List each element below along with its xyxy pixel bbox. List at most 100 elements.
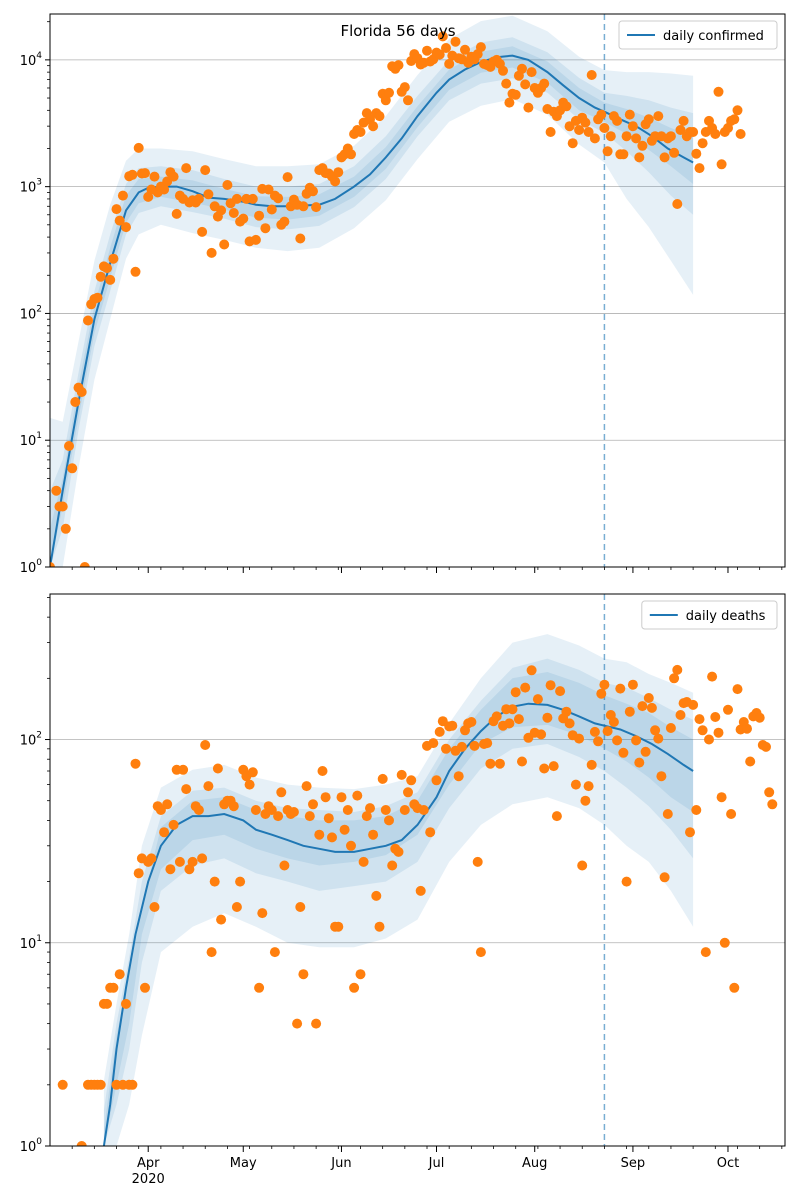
confirmed-observed-point: [238, 213, 249, 224]
confirmed-observed-point: [688, 127, 699, 137]
confirmed-observed-point: [346, 149, 356, 160]
deaths-y-tick-label: 102: [20, 731, 42, 749]
confirmed-panel: 100 101 102 103 104 daily confirmed: [20, 13, 786, 576]
deaths-observed-point: [358, 856, 369, 867]
deaths-observed-point: [536, 729, 547, 740]
deaths-observed-point: [742, 723, 752, 734]
deaths-observed-point: [311, 1018, 322, 1029]
confirmed-observed-point: [561, 101, 572, 112]
deaths-observed-point: [659, 872, 670, 883]
deaths-observed-point: [162, 799, 173, 810]
confirmed-legend-label: daily confirmed: [663, 29, 764, 44]
confirmed-observed-point: [219, 239, 230, 250]
deaths-observed-point: [403, 787, 413, 798]
confirmed-observed-point: [422, 45, 432, 56]
confirmed-observed-point: [228, 208, 239, 218]
deaths-observed-point: [216, 914, 227, 925]
deaths-legend-label: daily deaths: [686, 609, 766, 624]
deaths-observed-point: [346, 840, 356, 851]
deaths-observed-point: [333, 921, 344, 932]
confirmed-observed-point: [260, 223, 271, 234]
x-tick-label: Sep: [621, 1156, 646, 1171]
deaths-observed-point: [732, 684, 743, 695]
deaths-observed-point: [168, 819, 179, 830]
confirmed-observed-point: [393, 60, 404, 71]
confirmed-observed-point: [618, 149, 629, 160]
x-tick-sublabel: 2020: [132, 1172, 165, 1187]
confirmed-observed-point: [273, 193, 284, 204]
deaths-observed-point: [95, 1079, 106, 1090]
confirmed-observed-point: [539, 78, 550, 89]
confirmed-observed-point: [92, 292, 103, 303]
deaths-observed-point: [520, 682, 531, 693]
confirmed-observed-point: [149, 171, 160, 182]
confirmed-observed-point: [694, 163, 705, 174]
deaths-observed-point: [418, 805, 429, 815]
deaths-observed-point: [320, 792, 331, 803]
confirmed-observed-point: [330, 176, 341, 187]
deaths-observed-point: [295, 902, 306, 912]
deaths-observed-point: [254, 982, 265, 993]
confirmed-observed-point: [79, 562, 90, 567]
deaths-observed-point: [304, 811, 315, 822]
deaths-observed-point: [482, 738, 493, 749]
deaths-observed-point: [323, 813, 334, 824]
deaths-observed-point: [542, 712, 553, 723]
deaths-observed-point: [127, 1079, 138, 1090]
deaths-observed-point: [675, 710, 686, 720]
deaths-observed-point: [577, 860, 588, 871]
confirmed-observed-point: [231, 193, 242, 204]
confirmed-observed-point: [653, 111, 664, 122]
confirmed-observed-point: [216, 205, 227, 216]
confirmed-observed-point: [114, 215, 125, 226]
deaths-observed-point: [643, 693, 654, 703]
deaths-observed-point: [612, 735, 623, 746]
confirmed-observed-point: [70, 397, 81, 407]
deaths-observed-point: [646, 702, 657, 713]
confirmed-observed-point: [168, 171, 179, 182]
confirmed-y-tick-label: 101: [20, 431, 42, 449]
confirmed-axes-frame: [49, 13, 786, 568]
deaths-observed-point: [593, 736, 604, 747]
confirmed-observed-point: [460, 44, 470, 55]
confirmed-observed-point: [83, 315, 93, 326]
deaths-observed-point: [441, 743, 451, 754]
x-tick-label: Oct: [717, 1156, 739, 1171]
deaths-observed-point: [472, 856, 483, 867]
deaths-observed-point: [200, 740, 211, 750]
confirmed-plot-area: [50, 14, 746, 567]
confirmed-observed-point: [374, 111, 385, 122]
deaths-observed-point: [637, 701, 648, 712]
x-tick-label: Apr: [137, 1156, 160, 1171]
confirmed-observed-point: [193, 193, 204, 204]
confirmed-observed-point: [57, 501, 68, 512]
confirmed-y-tick-label: 104: [20, 51, 43, 69]
deaths-observed-point: [710, 712, 721, 722]
deaths-observed-point: [361, 811, 372, 822]
confirmed-observed-point: [589, 133, 600, 144]
deaths-observed-point: [545, 680, 556, 691]
deaths-observed-point: [713, 727, 724, 738]
deaths-observed-point: [574, 733, 585, 744]
deaths-observed-point: [108, 982, 119, 993]
x-tick-label: Aug: [522, 1156, 547, 1171]
confirmed-observed-point: [130, 266, 141, 277]
confirmed-observed-point: [450, 36, 461, 47]
confirmed-observed-point: [716, 159, 727, 170]
deaths-observed-point: [187, 856, 198, 867]
confirmed-observed-point: [580, 117, 591, 128]
deaths-band-outer: [103, 634, 694, 1146]
deaths-observed-point: [273, 811, 284, 822]
confirmed-observed-point: [517, 63, 527, 74]
deaths-observed-point: [672, 664, 683, 675]
confirmed-observed-point: [444, 58, 455, 69]
deaths-observed-point: [447, 720, 458, 731]
confirmed-observed-point: [76, 387, 87, 397]
confirmed-observed-point: [713, 86, 724, 97]
deaths-observed-point: [149, 902, 160, 912]
confirmed-observed-point: [311, 202, 322, 213]
deaths-observed-point: [694, 714, 705, 725]
confirmed-observed-point: [368, 121, 379, 132]
deaths-observed-point: [621, 876, 632, 887]
